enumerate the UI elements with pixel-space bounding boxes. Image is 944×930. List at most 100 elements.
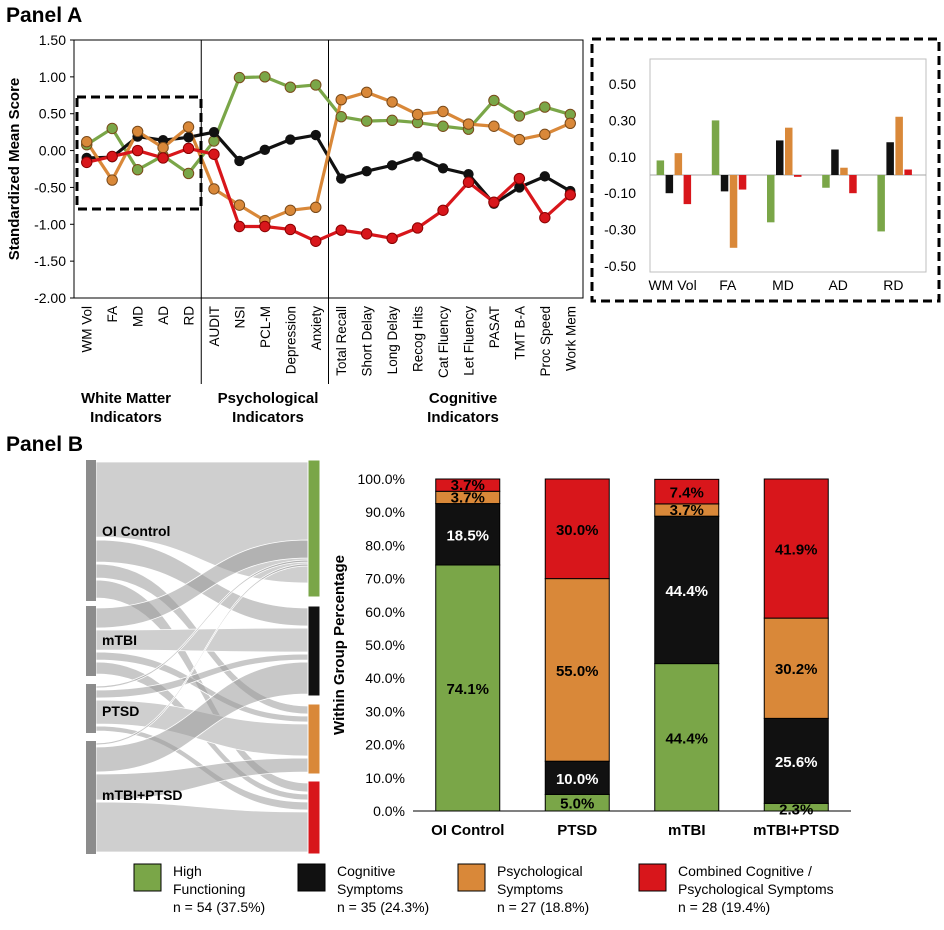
stacked-bar-cognitive-symptoms — [544, 760, 610, 795]
sankey-right-node-high-functioning — [307, 459, 321, 598]
x-tick-label: NSI — [232, 306, 247, 329]
stacked-bar-cognitive-symptoms — [654, 515, 720, 665]
legend-swatch-cognitive-symptoms — [297, 863, 326, 892]
sankey-left-label: PTSD — [102, 703, 139, 719]
data-point-cognitive-symptoms — [259, 144, 271, 156]
stacked-bar-cognitive-symptoms — [435, 503, 501, 566]
x-tick-label: Total Recall — [334, 306, 349, 376]
data-point-combined-cognitive-psychological-symptoms — [259, 220, 271, 233]
inset-y-tick-label: -0.30 — [604, 222, 636, 238]
data-point-cognitive-symptoms — [310, 129, 321, 141]
sankey-right-node-combined-cognitive-psychological-symptoms — [307, 780, 321, 855]
group-label: Psychological Indicators — [218, 390, 319, 426]
inset-bar-psychological-symptoms — [674, 153, 683, 175]
data-point-combined-cognitive-psychological-symptoms — [208, 148, 220, 160]
stacked-x-tick-label: OI Control — [431, 822, 504, 839]
x-tick-label: Cat Fluency — [436, 306, 451, 378]
sankey-left-node-mtbi-ptsd — [86, 741, 96, 854]
data-point-high-functioning — [488, 94, 500, 107]
x-tick-label: Let Fluency — [461, 306, 476, 376]
stacked-bar-combined-cognitive-psychological-symptoms — [654, 478, 720, 505]
inset-x-tick-label: AD — [828, 277, 847, 293]
x-tick-label: FA — [105, 306, 120, 323]
inset-bar-psychological-symptoms — [785, 127, 793, 175]
data-point-high-functioning — [539, 101, 551, 113]
data-point-combined-cognitive-psychological-symptoms — [564, 189, 576, 201]
white-matter-highlight-box — [75, 95, 203, 211]
data-point-psychological-symptoms — [335, 94, 347, 106]
inset-bar-combined-cognitive-psychological-symptoms — [904, 169, 912, 175]
inset-x-tick-label: RD — [883, 277, 903, 293]
data-point-psychological-symptoms — [386, 96, 398, 108]
data-point-cognitive-symptoms — [412, 151, 423, 162]
stacked-y-tick-label: 10.0% — [365, 770, 405, 786]
data-point-psychological-symptoms — [157, 141, 169, 154]
stacked-bar-high-functioning — [654, 663, 720, 812]
sankey-left-label: mTBI — [102, 632, 137, 648]
stacked-bar-psychological-symptoms — [544, 578, 610, 762]
data-point-high-functioning — [208, 135, 220, 147]
legend-label-line1: Psychological — [497, 863, 583, 879]
inset-bar-high-functioning — [767, 175, 775, 223]
data-point-psychological-symptoms — [462, 118, 475, 130]
data-point-cognitive-symptoms — [285, 134, 296, 145]
stacked-bar-label: 44.4% — [665, 730, 708, 747]
inset-bar-cognitive-symptoms — [776, 140, 784, 175]
data-point-combined-cognitive-psychological-symptoms — [360, 228, 373, 240]
data-point-psychological-symptoms — [360, 86, 373, 99]
stacked-y-tick-label: 100.0% — [358, 471, 405, 487]
stacked-bar-label: 3.7% — [670, 502, 704, 519]
data-point-psychological-symptoms — [106, 174, 118, 186]
stacked-bar-label: 25.6% — [775, 754, 818, 771]
inset-bar-combined-cognitive-psychological-symptoms — [794, 175, 802, 177]
stacked-bar-combined-cognitive-psychological-symptoms — [763, 478, 829, 619]
stacked-bar-label: 3.7% — [451, 477, 485, 494]
stacked-bar-cognitive-symptoms — [763, 717, 829, 804]
inset-bar-high-functioning — [822, 175, 830, 188]
sankey-left-node-ptsd — [86, 684, 96, 733]
stacked-bar-combined-cognitive-psychological-symptoms — [435, 478, 501, 492]
data-point-combined-cognitive-psychological-symptoms — [106, 150, 118, 163]
data-point-psychological-symptoms — [208, 183, 220, 195]
data-point-psychological-symptoms — [131, 125, 144, 138]
data-point-high-functioning — [360, 115, 373, 127]
sankey-left-label: OI Control — [102, 523, 170, 539]
y-tick-label: 1.50 — [39, 32, 66, 48]
legend-label-line2: Functioning — [173, 881, 245, 897]
panel-a-inset-bar-chart: 0.50 0.30 0.10 -0.10 -0.30 -0.50 WM Vol FA MD AD R… — [590, 37, 941, 303]
inset-bar-psychological-symptoms — [895, 116, 903, 175]
inset-plot-frame — [649, 58, 927, 273]
data-point-high-functioning — [131, 164, 144, 176]
data-point-cognitive-symptoms — [463, 168, 474, 180]
stacked-y-axis-label: Within Group Percentage — [331, 555, 348, 735]
data-point-psychological-symptoms — [437, 105, 449, 118]
stacked-bar-label: 44.4% — [665, 583, 708, 600]
inset-bar-high-functioning — [656, 160, 665, 175]
stacked-bar-label: 74.1% — [446, 681, 489, 698]
panel-b-sankey: OI Control mTBI PTSD mTBI+PTSD — [86, 459, 321, 855]
stacked-y-tick-label: 40.0% — [365, 670, 405, 686]
y-tick-label: 0.50 — [39, 106, 66, 122]
data-point-high-functioning — [284, 81, 297, 93]
legend-count: n = 35 (24.3%) — [337, 899, 429, 915]
inset-y-tick-label: 0.30 — [609, 112, 636, 128]
legend-count: n = 28 (19.4%) — [678, 899, 770, 915]
stacked-bar-label: 3.7% — [451, 489, 485, 506]
legend-label-line1: Combined Cognitive / — [678, 863, 812, 879]
legend-count: n = 27 (18.8%) — [497, 899, 589, 915]
data-point-cognitive-symptoms — [336, 173, 347, 184]
stacked-bar-psychological-symptoms — [763, 617, 829, 719]
legend-label-line2: Psychological Symptoms — [678, 881, 834, 897]
inset-bar-high-functioning — [877, 175, 885, 232]
legend: High Functioning n = 54 (37.5%) Cognitiv… — [133, 863, 834, 915]
inset-bar-combined-cognitive-psychological-symptoms — [683, 175, 692, 205]
panel-b-label: Panel B — [6, 433, 83, 456]
y-tick-label: -1.00 — [34, 216, 66, 232]
inset-bar-combined-cognitive-psychological-symptoms — [849, 175, 857, 194]
legend-swatch-psychological-symptoms — [457, 863, 486, 892]
data-point-high-functioning — [386, 114, 398, 127]
x-tick-label: AD — [156, 306, 171, 325]
data-point-psychological-symptoms — [411, 108, 424, 121]
data-point-high-functioning — [513, 110, 526, 122]
data-point-combined-cognitive-psychological-symptoms — [284, 223, 297, 236]
